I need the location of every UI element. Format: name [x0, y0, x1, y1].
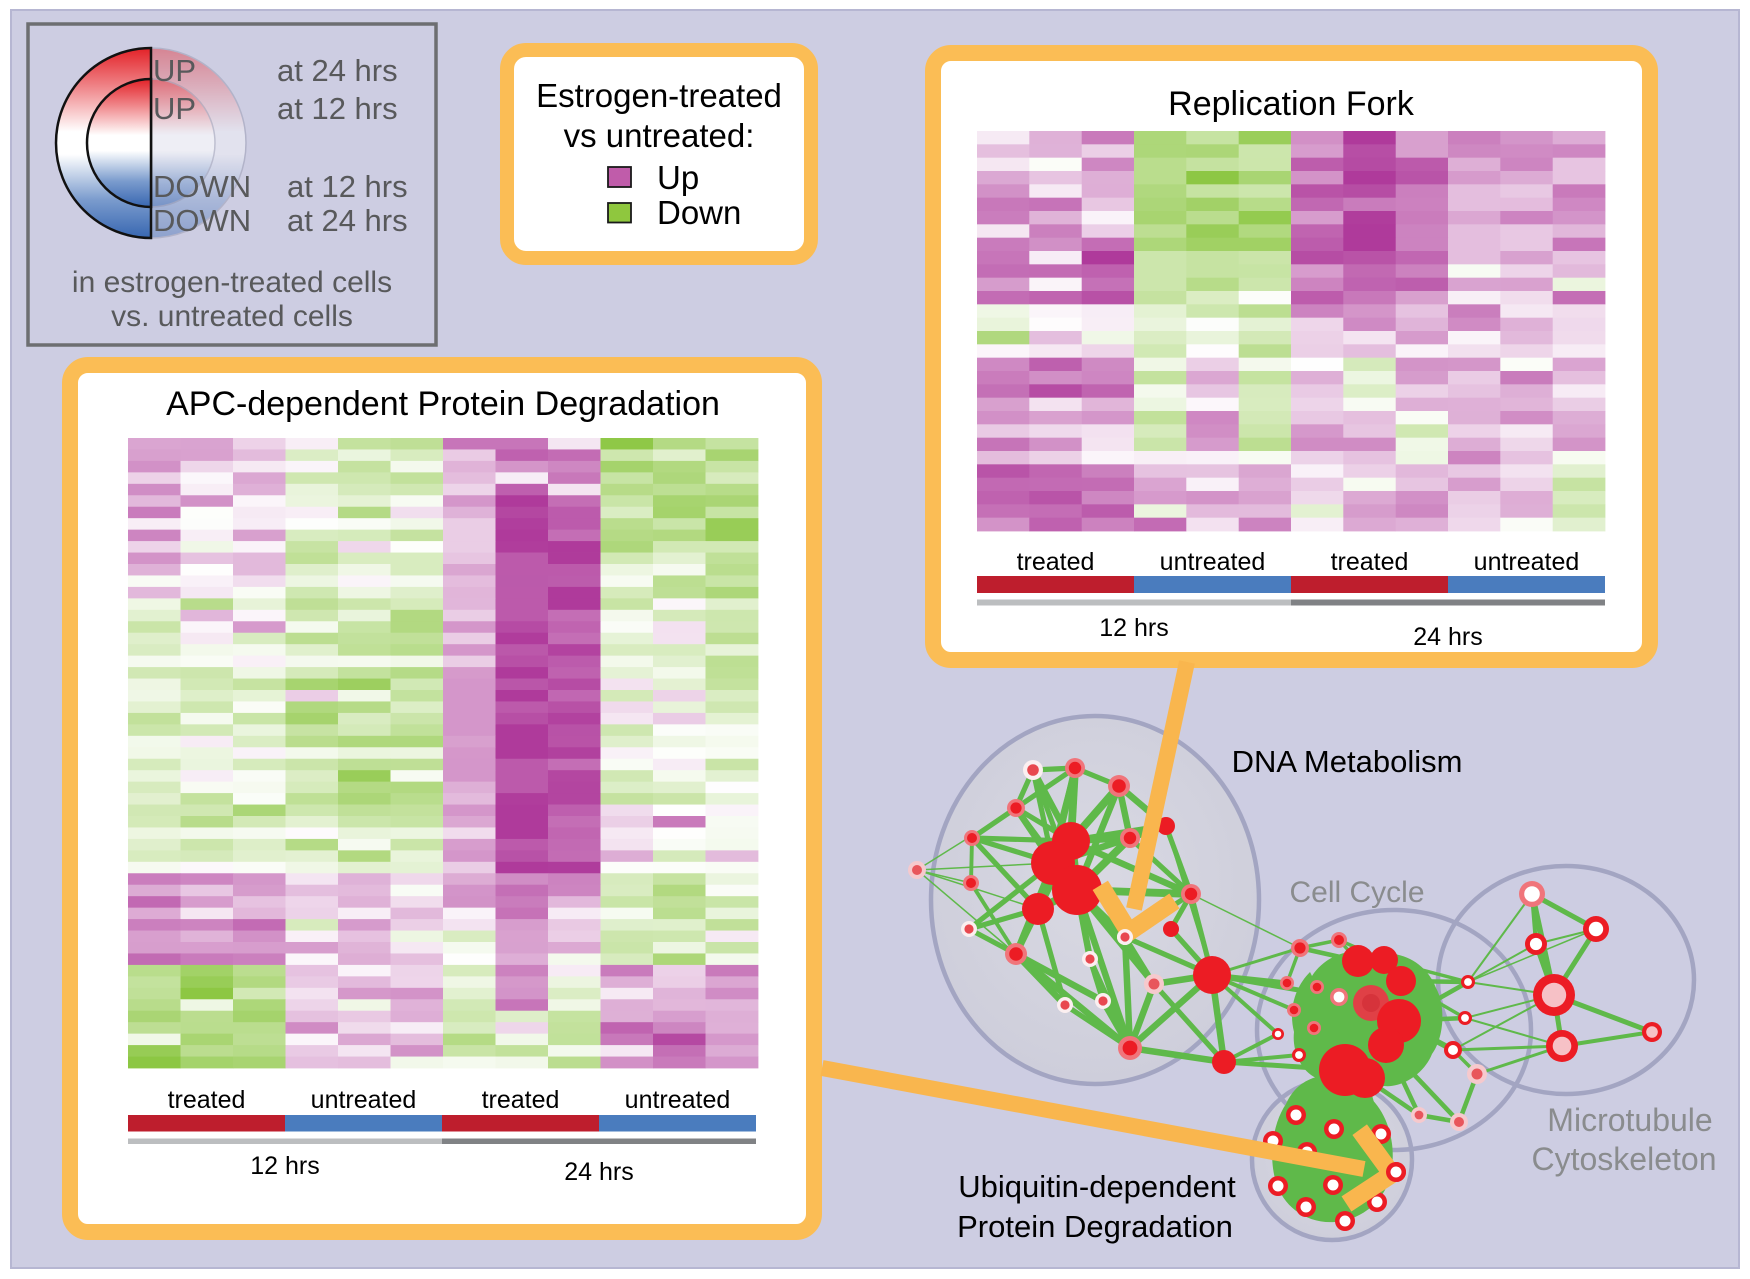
svg-text:DOWN: DOWN: [153, 169, 251, 204]
svg-text:Replication Fork: Replication Fork: [1168, 85, 1415, 123]
svg-text:untreated: untreated: [1160, 548, 1266, 576]
svg-text:Protein Degradation: Protein Degradation: [957, 1209, 1233, 1244]
svg-text:UP: UP: [153, 53, 196, 88]
svg-text:Cytoskeleton: Cytoskeleton: [1532, 1141, 1717, 1177]
svg-text:UP: UP: [153, 91, 196, 126]
svg-text:Cell Cycle: Cell Cycle: [1289, 876, 1424, 909]
svg-text:untreated: untreated: [625, 1086, 731, 1114]
svg-text:at 24 hrs: at 24 hrs: [287, 203, 408, 238]
svg-text:vs. untreated cells: vs. untreated cells: [111, 300, 353, 333]
svg-text:at 12 hrs: at 12 hrs: [277, 91, 398, 126]
svg-text:treated: treated: [1331, 548, 1409, 576]
svg-text:vs untreated:: vs untreated:: [564, 117, 755, 154]
svg-text:at 12 hrs: at 12 hrs: [287, 169, 408, 204]
svg-text:treated: treated: [482, 1086, 560, 1114]
svg-text:Microtubule: Microtubule: [1547, 1102, 1712, 1138]
svg-text:Ubiquitin-dependent: Ubiquitin-dependent: [958, 1169, 1236, 1204]
svg-text:treated: treated: [168, 1086, 246, 1114]
svg-text:at 24 hrs: at 24 hrs: [277, 53, 398, 88]
svg-text:in estrogen-treated cells: in estrogen-treated cells: [72, 266, 392, 299]
svg-text:untreated: untreated: [311, 1086, 417, 1114]
svg-text:24 hrs: 24 hrs: [1413, 623, 1482, 651]
svg-text:Estrogen-treated: Estrogen-treated: [536, 77, 782, 114]
svg-text:treated: treated: [1017, 548, 1095, 576]
svg-text:untreated: untreated: [1474, 548, 1580, 576]
svg-text:Up: Up: [657, 159, 699, 196]
svg-text:12 hrs: 12 hrs: [250, 1152, 319, 1180]
svg-text:APC-dependent Protein Degradat: APC-dependent Protein Degradation: [166, 385, 720, 423]
svg-text:DNA Metabolism: DNA Metabolism: [1232, 744, 1463, 779]
svg-text:Down: Down: [657, 194, 741, 231]
svg-text:DOWN: DOWN: [153, 203, 251, 238]
svg-text:12 hrs: 12 hrs: [1099, 614, 1168, 642]
svg-text:24 hrs: 24 hrs: [564, 1158, 633, 1186]
